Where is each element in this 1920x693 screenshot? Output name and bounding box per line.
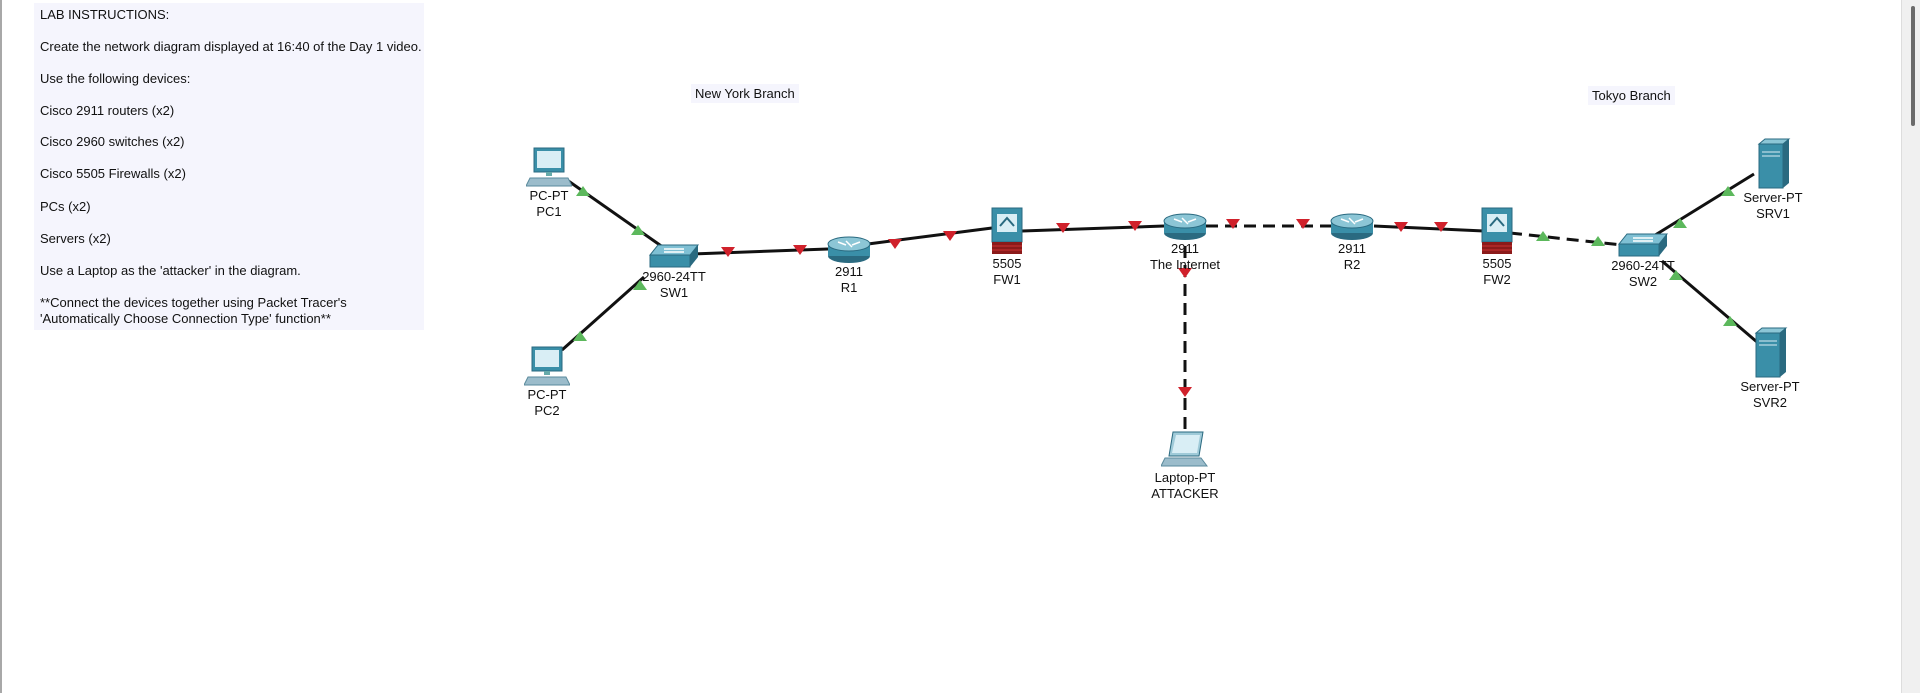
- device-model-label: 2960-24TT: [642, 269, 706, 284]
- firewall-icon: [991, 207, 1023, 254]
- device-r1[interactable]: 2911 R1: [789, 234, 909, 296]
- device-pc1[interactable]: PC-PT PC1: [489, 146, 609, 220]
- link-up-indicator: [1721, 186, 1735, 196]
- device-fw1[interactable]: 5505 FW1: [947, 206, 1067, 288]
- firewall-icon: [1481, 207, 1513, 254]
- scrollbar-thumb[interactable]: [1911, 6, 1915, 126]
- note-line: **Connect the devices together using Pac…: [40, 295, 347, 310]
- router-icon: [1163, 213, 1207, 240]
- note-line: Cisco 5505 Firewalls (x2): [40, 166, 186, 181]
- switch-icon: [1617, 233, 1669, 257]
- device-model-label: 5505: [992, 256, 1022, 271]
- link-down-indicator: [888, 239, 902, 249]
- link-r2-fw2[interactable]: [1373, 224, 1485, 233]
- note-line: Use a Laptop as the 'attacker' in the di…: [40, 263, 301, 278]
- router-icon: [1330, 213, 1374, 240]
- device-pc2[interactable]: PC-PT PC2: [487, 345, 607, 419]
- device-name-label: SRV1: [1756, 206, 1790, 221]
- link-sw1-r1[interactable]: [691, 247, 829, 256]
- router-icon: [827, 236, 871, 263]
- link-down-indicators: [721, 219, 1448, 397]
- device-name-label: ATTACKER: [1151, 486, 1219, 501]
- device-model-label: PC-PT: [529, 188, 569, 203]
- switch-icon: [648, 244, 700, 268]
- device-model-label: Server-PT: [1740, 379, 1800, 394]
- link-down-indicator: [721, 247, 735, 257]
- branch-label-tokyo[interactable]: Tokyo Branch: [1588, 86, 1675, 105]
- device-the-internet[interactable]: 2911 The Internet: [1125, 211, 1245, 273]
- device-name-label: The Internet: [1149, 257, 1221, 272]
- link-down-indicator: [1178, 268, 1192, 278]
- link-up-indicator: [631, 225, 645, 235]
- device-model-label: Server-PT: [1743, 190, 1803, 205]
- link-down-indicator: [1434, 222, 1448, 232]
- pc-icon: [524, 346, 570, 386]
- link-up-indicator: [1723, 316, 1737, 326]
- device-model-label: 5505: [1482, 256, 1512, 271]
- note-line: PCs (x2): [40, 199, 91, 214]
- link-down-indicator: [943, 231, 957, 241]
- link-up-indicator: [633, 280, 647, 290]
- link-up-indicator: [1536, 231, 1550, 241]
- device-name-label: SVR2: [1753, 395, 1787, 410]
- laptop-icon: [1161, 431, 1208, 467]
- server-icon: [1754, 327, 1788, 378]
- link-down-indicator: [793, 245, 807, 255]
- link-up-indicator: [1669, 270, 1683, 280]
- device-name-label: SW1: [659, 285, 689, 300]
- note-line: Cisco 2960 switches (x2): [40, 134, 185, 149]
- link-up-indicator: [573, 331, 587, 341]
- device-name-label: FW1: [993, 272, 1021, 287]
- device-model-label: PC-PT: [527, 387, 567, 402]
- device-name-label: PC2: [534, 403, 560, 418]
- note-line: Use the following devices:: [40, 71, 191, 86]
- link-up-indicator: [1591, 236, 1605, 246]
- note-line: Cisco 2911 routers (x2): [40, 103, 175, 118]
- device-attacker[interactable]: Laptop-PT ATTACKER: [1125, 430, 1245, 502]
- branch-label-new-york[interactable]: New York Branch: [691, 84, 799, 103]
- device-fw2[interactable]: 5505 FW2: [1437, 206, 1557, 288]
- pc-icon: [526, 147, 572, 187]
- vertical-scrollbar[interactable]: [1901, 0, 1920, 693]
- device-sw1[interactable]: 2960-24TT SW1: [614, 243, 734, 301]
- device-svr2[interactable]: Server-PT SVR2: [1710, 327, 1830, 411]
- device-name-label: SW2: [1628, 274, 1658, 289]
- device-model-label: 2911: [1171, 241, 1199, 256]
- link-down-indicator: [1394, 222, 1408, 232]
- link-down-indicator: [1128, 221, 1142, 231]
- instruction-note[interactable]: LAB INSTRUCTIONS: Create the network dia…: [34, 3, 424, 330]
- link-sw2-srv1[interactable]: [1651, 172, 1755, 239]
- server-icon: [1757, 138, 1791, 189]
- device-name-label: FW2: [1483, 272, 1511, 287]
- device-r2[interactable]: 2911 R2: [1292, 211, 1412, 273]
- device-model-label: 2911: [1338, 241, 1366, 256]
- link-up-indicator: [1673, 218, 1687, 228]
- note-line: LAB INSTRUCTIONS:: [40, 7, 170, 22]
- link-down-indicator: [1178, 387, 1192, 397]
- link-up-indicator: [576, 186, 590, 196]
- note-line: 'Automatically Choose Connection Type' f…: [40, 311, 331, 326]
- device-model-label: Laptop-PT: [1154, 470, 1216, 485]
- link-up-indicators: [573, 186, 1737, 341]
- link-fw1-internet[interactable]: [1021, 224, 1165, 233]
- link-down-indicator: [1056, 223, 1070, 233]
- note-line: Create the network diagram displayed at …: [40, 39, 422, 54]
- device-name-label: R2: [1343, 257, 1361, 272]
- link-r1-fw1[interactable]: [867, 226, 993, 246]
- device-name-label: R1: [840, 280, 858, 295]
- note-line: Servers (x2): [40, 231, 111, 246]
- device-model-label: 2911: [835, 264, 863, 279]
- device-model-label: 2960-24TT: [1611, 258, 1675, 273]
- device-sw2[interactable]: 2960-24TT SW2: [1583, 232, 1703, 290]
- link-down-indicator: [1296, 219, 1310, 229]
- device-name-label: PC1: [536, 204, 562, 219]
- link-down-indicator: [1226, 219, 1240, 229]
- device-srv1[interactable]: Server-PT SRV1: [1713, 138, 1833, 222]
